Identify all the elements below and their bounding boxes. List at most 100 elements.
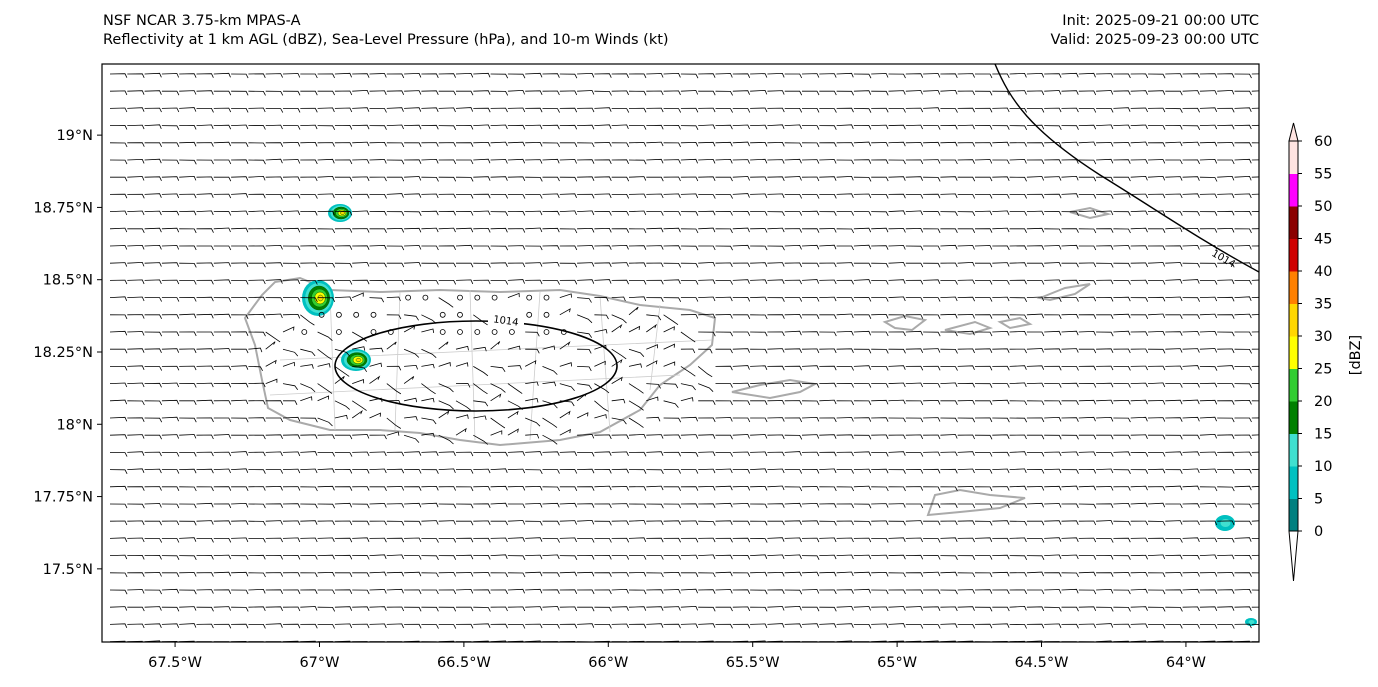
wind-barb — [161, 314, 180, 319]
wind-barb — [801, 571, 820, 577]
wind-barb — [127, 124, 145, 130]
calm-wind-circle — [318, 311, 325, 318]
wind-barb — [577, 107, 595, 113]
wind-barb — [628, 503, 647, 509]
wind-barb — [680, 228, 699, 234]
wind-barb — [213, 279, 231, 284]
wind-barb — [836, 245, 854, 251]
wind-barb — [404, 606, 422, 612]
wind-barb — [1113, 623, 1131, 629]
wind-barb — [923, 314, 941, 320]
wind-barb — [871, 159, 889, 164]
wind-barb — [1199, 382, 1218, 388]
anegada-coast — [1069, 206, 1112, 220]
wind-barb — [628, 469, 647, 474]
wind-barb — [905, 90, 923, 95]
wind-barb — [1096, 296, 1114, 302]
wind-barb — [819, 503, 837, 508]
wind-barb — [871, 399, 889, 405]
wind-barb — [127, 348, 145, 353]
wind-barb — [403, 434, 420, 443]
calm-wind-circle — [474, 329, 481, 335]
wind-barb — [1096, 90, 1114, 95]
wind-barb — [767, 537, 785, 542]
wind-barb — [923, 159, 941, 164]
wind-barb — [715, 262, 733, 267]
wind-barb — [369, 468, 387, 474]
wind-barb — [784, 469, 803, 474]
wind-barb — [196, 193, 214, 198]
wind-barb — [594, 468, 612, 474]
wind-barb — [888, 365, 906, 370]
wind-barb — [1009, 262, 1027, 267]
wind-barb — [386, 176, 405, 182]
wind-barb — [594, 589, 612, 595]
wind-barb — [1165, 434, 1183, 440]
wind-barb — [750, 640, 767, 642]
wind-barb — [680, 486, 699, 491]
wind-barb — [1217, 73, 1235, 78]
wind-barb — [127, 314, 145, 319]
wind-barb — [871, 297, 889, 302]
wind-barb — [1026, 640, 1043, 642]
wind-barb — [1165, 554, 1183, 560]
wind-barb — [196, 520, 214, 525]
wind-barb — [369, 194, 387, 199]
wind-barb — [421, 124, 439, 130]
wind-barb — [559, 245, 578, 251]
wind-barb — [646, 396, 659, 402]
wind-barb — [646, 323, 658, 333]
wind-barb — [231, 142, 249, 147]
wind-barb — [127, 244, 145, 250]
wind-barb — [732, 159, 750, 164]
wind-barb — [507, 194, 526, 199]
wind-barb — [1251, 314, 1259, 316]
wind-barb — [1113, 280, 1131, 285]
wind-barb — [386, 90, 405, 95]
wind-barb — [871, 468, 889, 474]
wind-barb — [248, 331, 266, 337]
wind-barb — [1199, 624, 1218, 629]
wind-barb — [1078, 245, 1097, 251]
wind-barb — [109, 193, 128, 199]
lat-tick-label: 18°N — [56, 417, 93, 433]
wind-barb — [507, 503, 526, 509]
wind-barb — [421, 262, 439, 268]
wind-barb — [300, 537, 318, 543]
wind-barb — [1130, 124, 1148, 130]
wind-barb — [109, 503, 128, 509]
wind-barb — [1147, 606, 1166, 612]
wind-barb — [957, 434, 975, 440]
wind-barb — [110, 348, 128, 354]
wind-barb — [109, 416, 128, 422]
map-axes: 67.5°W 67°W 66.5°W 66°W 65.5°W 65°W 64.5°W 64°W… — [33, 128, 1206, 671]
wind-barb — [611, 124, 629, 130]
wind-barb — [836, 279, 854, 285]
wind-barb — [698, 176, 716, 181]
wind-barb — [940, 606, 958, 612]
wind-barb — [525, 279, 543, 285]
wind-barb — [1182, 606, 1200, 612]
wind-barb — [1044, 468, 1062, 474]
wind-barb — [1113, 451, 1131, 456]
wind-barb — [507, 176, 526, 181]
wind-barb — [525, 451, 543, 456]
wind-barb — [836, 451, 854, 457]
wind-barb — [369, 176, 387, 182]
wind-barb — [1061, 469, 1079, 474]
wind-barb — [438, 451, 456, 456]
wind-barb — [1182, 227, 1200, 233]
wind-barb — [1234, 537, 1252, 542]
wind-barb — [300, 90, 318, 96]
wind-barb — [871, 124, 889, 130]
wind-barb — [732, 73, 751, 78]
wind-barb — [438, 73, 456, 78]
wind-barb — [611, 606, 629, 611]
wind-barb — [282, 606, 301, 612]
wind-barb — [1113, 537, 1131, 543]
wind-barb — [888, 210, 906, 215]
wind-barb — [161, 469, 180, 474]
wind-barb — [490, 262, 508, 267]
wind-barb — [853, 417, 872, 422]
wind-barb — [213, 520, 231, 525]
